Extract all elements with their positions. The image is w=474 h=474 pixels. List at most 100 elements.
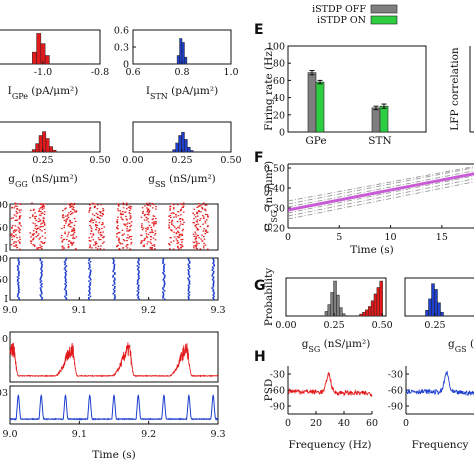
spike-dot bbox=[41, 263, 43, 266]
spike-dot bbox=[212, 262, 214, 264]
spike-dot bbox=[197, 205, 200, 208]
spike-dot bbox=[72, 230, 74, 232]
spike-dot bbox=[38, 220, 41, 222]
hist-gsg: 0.00 0.25 0.50 Probability gSG (nS/μm²) bbox=[263, 268, 393, 354]
spike-dot bbox=[40, 203, 42, 205]
spike-dot bbox=[163, 277, 165, 280]
spike-dot bbox=[75, 210, 78, 212]
spike-dot bbox=[141, 229, 144, 231]
spike-dot bbox=[187, 277, 189, 280]
spike-dot bbox=[127, 222, 129, 224]
spike-dot bbox=[38, 208, 41, 210]
spike-dot bbox=[123, 233, 126, 235]
x-tick-label: 10 bbox=[385, 232, 397, 243]
spike-dot bbox=[90, 226, 92, 228]
spike-dot bbox=[212, 283, 215, 285]
spike-dot bbox=[64, 269, 67, 271]
spike-dot bbox=[11, 227, 13, 229]
spike-dot bbox=[12, 224, 14, 227]
spike-dot bbox=[98, 217, 101, 219]
spike-dot bbox=[192, 241, 195, 243]
x-tick-label: 9.2 bbox=[141, 305, 156, 316]
spike-dot bbox=[130, 217, 132, 219]
category-label: STN bbox=[368, 135, 391, 147]
spike-dot bbox=[147, 221, 150, 223]
spike-dot bbox=[169, 208, 172, 210]
spike-dot bbox=[71, 230, 73, 232]
spike-dot bbox=[163, 266, 165, 269]
spike-dot bbox=[181, 245, 184, 248]
spike-dot bbox=[18, 209, 21, 211]
spike-dot bbox=[102, 237, 104, 239]
spike-dot bbox=[101, 222, 104, 224]
spike-dot bbox=[13, 229, 16, 231]
spike-dot bbox=[207, 215, 209, 217]
spike-dot bbox=[61, 240, 64, 242]
spike-dot bbox=[213, 265, 215, 267]
spike-dot bbox=[147, 226, 149, 228]
spike-dot bbox=[201, 240, 204, 242]
spike-dot bbox=[94, 244, 97, 246]
spike-dot bbox=[29, 217, 31, 219]
spike-dot bbox=[212, 270, 215, 273]
spike-dot bbox=[182, 223, 184, 225]
spike-dot bbox=[171, 219, 174, 221]
weight-trace bbox=[288, 175, 474, 214]
histogram-bar bbox=[440, 311, 444, 317]
spike-dot bbox=[40, 276, 42, 278]
spike-dot bbox=[72, 206, 75, 209]
spike-dot bbox=[30, 236, 32, 238]
spike-dot bbox=[88, 276, 91, 278]
spike-dot bbox=[40, 212, 43, 215]
spike-dot bbox=[138, 272, 140, 274]
spike-dot bbox=[206, 214, 209, 216]
spike-dot bbox=[112, 258, 115, 260]
spike-dot bbox=[183, 221, 185, 224]
spike-dot bbox=[35, 228, 38, 231]
y-tick-label: 50 bbox=[0, 223, 8, 234]
y-axis-label: Firing rate (Hz) bbox=[263, 47, 275, 131]
spike-dot bbox=[188, 267, 191, 270]
spike-dot bbox=[194, 216, 197, 218]
spike-dot bbox=[177, 242, 180, 244]
spike-dot bbox=[113, 280, 115, 282]
spike-dot bbox=[193, 235, 196, 237]
spike-dot bbox=[171, 203, 173, 205]
histogram-bar bbox=[434, 289, 438, 317]
x-axis-label: gGG (nS/μm²) bbox=[8, 173, 78, 189]
spike-dot bbox=[206, 231, 208, 233]
spike-dot bbox=[118, 205, 120, 207]
spike-dot bbox=[188, 260, 191, 263]
spike-dot bbox=[95, 229, 97, 231]
spike-dot bbox=[192, 233, 195, 235]
spike-dot bbox=[44, 237, 47, 239]
spike-dot bbox=[207, 216, 209, 218]
spike-dot bbox=[193, 222, 195, 224]
spike-dot bbox=[91, 236, 93, 238]
spike-dot bbox=[137, 260, 139, 263]
spike-dot bbox=[65, 291, 68, 294]
spike-dot bbox=[204, 244, 207, 246]
spike-dot bbox=[67, 203, 69, 205]
spike-dot bbox=[150, 239, 152, 241]
spike-dot bbox=[66, 235, 69, 237]
x-tick-label: 0.25 bbox=[171, 155, 192, 166]
spike-dot bbox=[41, 260, 43, 263]
spike-dot bbox=[204, 220, 207, 222]
spike-dot bbox=[65, 238, 68, 241]
spike-dot bbox=[212, 281, 215, 284]
spike-dot bbox=[65, 207, 67, 209]
spike-dot bbox=[40, 266, 43, 269]
spike-dot bbox=[143, 238, 146, 240]
histogram-bar bbox=[36, 33, 42, 65]
spike-dot bbox=[18, 228, 21, 230]
spike-dot bbox=[162, 296, 164, 299]
spike-dot bbox=[162, 259, 164, 262]
spike-dot bbox=[176, 226, 179, 229]
spike-dot bbox=[62, 239, 65, 241]
spike-dot bbox=[118, 248, 120, 250]
spike-dot bbox=[41, 270, 43, 273]
spike-dot bbox=[138, 263, 140, 266]
x-tick-label: 0.00 bbox=[122, 155, 143, 166]
